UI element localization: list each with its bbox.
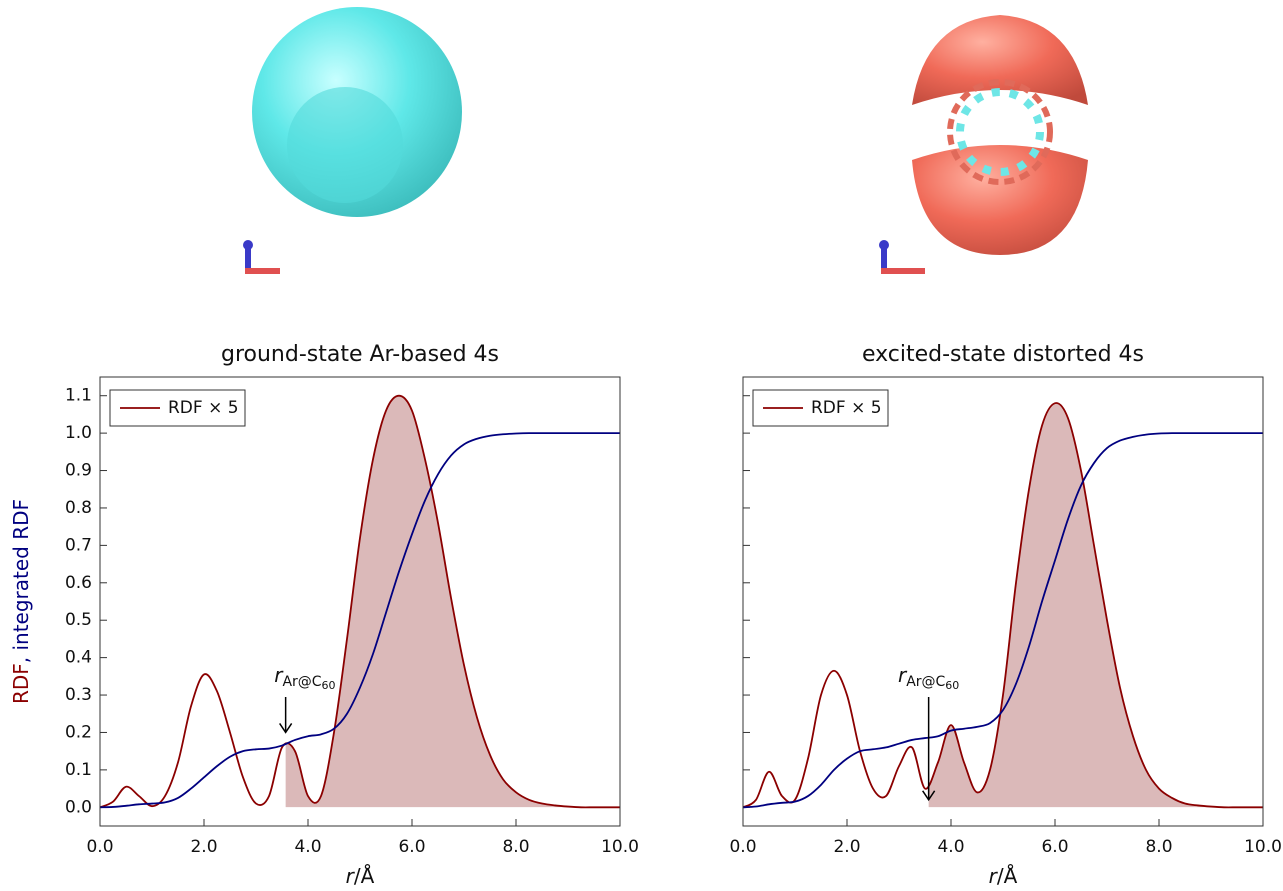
- x-tick-label: 2.0: [833, 837, 860, 857]
- x-label-var: r: [346, 864, 356, 888]
- annotation: rAr@C60: [274, 663, 335, 693]
- plot-frame: [99, 376, 621, 827]
- legend-label: RDF × 5: [811, 398, 882, 418]
- arrow-head: [922, 790, 936, 802]
- annotation-var: r: [898, 663, 908, 687]
- y-tick-label: 0.6: [65, 573, 92, 593]
- y-tick-label: 0.8: [65, 498, 92, 518]
- y-tick-label: 0.5: [65, 610, 92, 630]
- legend-label: RDF × 5: [168, 398, 239, 418]
- annotation-subsub: 60: [322, 679, 336, 692]
- x-tick-label: 4.0: [937, 837, 964, 857]
- x-axis-label: r/Å: [989, 864, 1018, 888]
- y-axis-label: RDF, integrated RDF: [9, 499, 33, 704]
- annotation: rAr@C60: [898, 663, 959, 693]
- y-tick-label: 0.0: [65, 797, 92, 817]
- y-label-part: RDF: [9, 663, 33, 704]
- shaded-area: [285, 395, 581, 808]
- annotation-sub: Ar@C: [906, 674, 945, 690]
- axes-icon: [879, 240, 925, 274]
- x-tick-label: 2.0: [190, 837, 217, 857]
- y-tick-label: 0.4: [65, 648, 92, 668]
- chart-title: excited-state distorted 4s: [862, 342, 1144, 367]
- y-tick-label: 0.9: [65, 461, 92, 481]
- x-axis-label: r/Å: [346, 864, 375, 888]
- ground-state-render: [243, 7, 462, 274]
- annotation-sub: Ar@C: [282, 674, 321, 690]
- series-line: [742, 402, 1263, 809]
- x-tick-label: 4.0: [294, 837, 321, 857]
- x-tick-label: 10.0: [601, 837, 639, 857]
- annotation-subsub: 60: [945, 679, 959, 692]
- y-tick-label: 0.2: [65, 722, 92, 742]
- x-tick-label: 6.0: [398, 837, 425, 857]
- x-tick-label: 8.0: [1145, 837, 1172, 857]
- y-tick-label: 0.3: [65, 685, 92, 705]
- series-line: [99, 432, 620, 809]
- x-tick-label: 8.0: [502, 837, 529, 857]
- arrow-head: [279, 723, 293, 734]
- y-tick-label: 1.0: [65, 423, 92, 443]
- x-tick-label: 6.0: [1041, 837, 1068, 857]
- x-tick-label: 0.0: [729, 837, 756, 857]
- y-tick-label: 0.7: [65, 535, 92, 555]
- x-tick-label: 0.0: [86, 837, 113, 857]
- x-label-unit: /Å: [354, 864, 375, 888]
- axes-icon: [243, 240, 280, 274]
- x-label-unit: /Å: [997, 864, 1018, 888]
- y-label-part: , integrated RDF: [9, 499, 33, 663]
- shaded-area: [928, 403, 1224, 808]
- x-tick-label: 10.0: [1244, 837, 1282, 857]
- series-line: [742, 432, 1263, 809]
- plot-frame: [742, 376, 1264, 827]
- y-tick-label: 0.1: [65, 760, 92, 780]
- annotation-var: r: [274, 663, 284, 687]
- x-label-var: r: [989, 864, 999, 888]
- excited-state-render: [879, 15, 1088, 274]
- chart-title: ground-state Ar-based 4s: [221, 342, 499, 367]
- series-line: [99, 394, 620, 809]
- y-tick-label: 1.1: [65, 386, 92, 406]
